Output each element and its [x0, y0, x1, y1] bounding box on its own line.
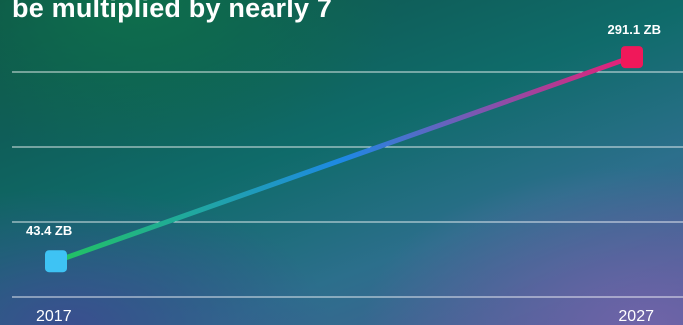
label-layer: 43.4 ZB 291.1 ZB	[26, 22, 661, 238]
data-point-2017	[45, 250, 67, 273]
series-layer	[45, 46, 643, 273]
x-tick-label: 2017	[36, 308, 72, 325]
x-axis-ticks: 2017 2027	[36, 308, 654, 325]
chart-title: be multiplied by nearly 7	[12, 0, 333, 23]
data-label-end: 291.1 ZB	[608, 22, 661, 37]
data-label-start: 43.4 ZB	[26, 223, 72, 238]
series-line	[53, 54, 635, 264]
gridlines	[12, 71, 683, 298]
x-tick-label: 2027	[618, 308, 654, 325]
data-point-2027	[621, 46, 643, 69]
